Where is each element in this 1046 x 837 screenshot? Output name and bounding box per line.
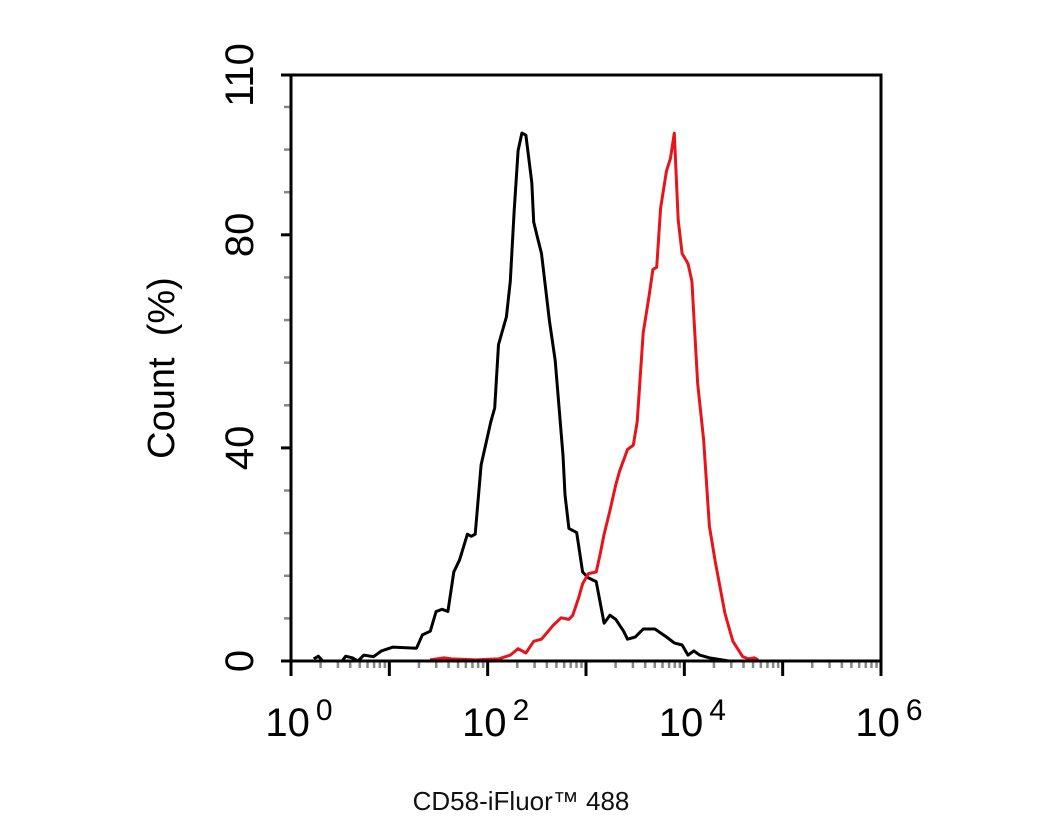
- x-tick-label-1: 10 2: [462, 694, 529, 745]
- plot-frame: [289, 73, 883, 663]
- y-axis-title: Count (%): [141, 277, 183, 459]
- major-ticks: [281, 73, 883, 676]
- x-tick-label-0: 10 0: [265, 694, 332, 745]
- x-tick-labels: 10 0 10 2 10 4 10 6: [265, 694, 922, 745]
- x-axis-title: CD58-iFluor™ 488: [413, 786, 630, 816]
- y-tick-label-40: 40: [218, 426, 262, 471]
- series-line-control: [312, 131, 749, 663]
- x-tick-label-2: 10 4: [659, 694, 726, 745]
- minor-ticks: [284, 105, 878, 668]
- series-layer: [312, 131, 759, 663]
- y-tick-label-0: 0: [218, 650, 262, 672]
- y-tick-label-80: 80: [218, 213, 262, 258]
- y-tick-label-110: 110: [218, 43, 262, 107]
- x-tick-label-3: 10 6: [855, 694, 922, 745]
- series-line-stained: [429, 131, 759, 662]
- y-tick-labels: 0 40 80 110: [218, 43, 262, 672]
